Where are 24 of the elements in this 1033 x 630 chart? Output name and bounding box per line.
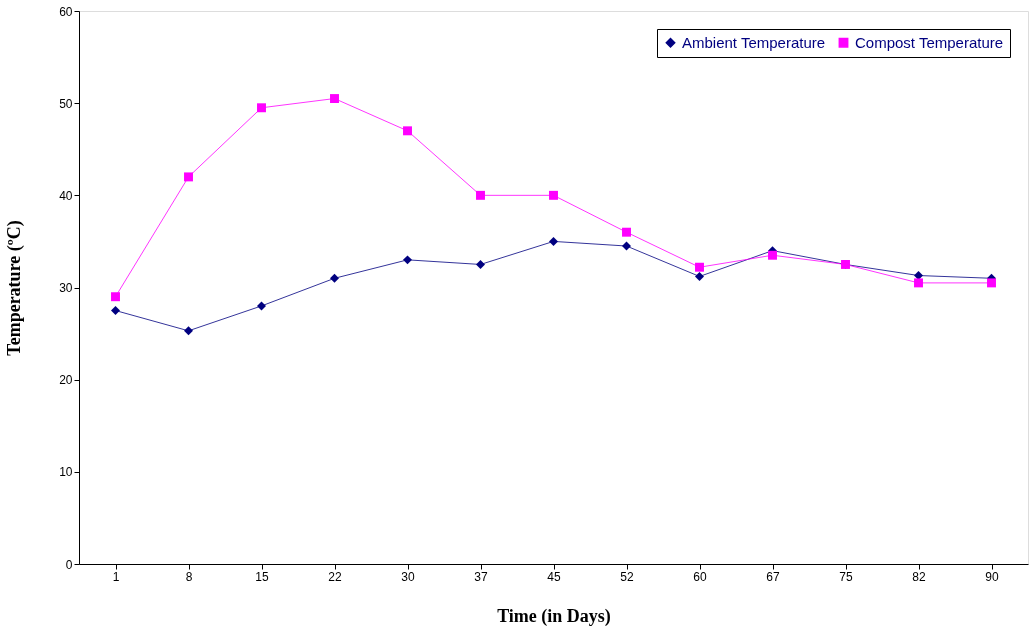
y-tick-label: 0 <box>65 557 73 572</box>
legend-label: Ambient Temperature <box>682 33 826 51</box>
y-tick-label: 50 <box>59 96 73 111</box>
x-tick-label: 52 <box>620 569 634 584</box>
y-tick-label: 30 <box>59 281 73 295</box>
x-tick-label: 67 <box>766 569 780 584</box>
y-tick-label: 60 <box>59 4 73 19</box>
x-tick-label: 15 <box>255 569 269 584</box>
x-axis-title: Time (in Days) <box>497 605 611 627</box>
x-tick-label: 30 <box>401 569 415 584</box>
y-tick-label: 40 <box>59 188 73 203</box>
y-axis-title: Temperature (ºC) <box>4 220 26 356</box>
legend-label: Compost Temperature <box>855 33 1004 51</box>
x-tick-label: 22 <box>328 569 342 584</box>
x-tick-label: 82 <box>912 569 926 584</box>
y-tick-label: 10 <box>59 465 73 480</box>
x-tick-label: 75 <box>839 569 853 584</box>
x-tick-label: 90 <box>985 569 999 584</box>
x-tick-label: 45 <box>547 569 561 584</box>
x-tick-label: 8 <box>185 569 193 584</box>
x-tick-label: 1 <box>112 569 120 584</box>
y-tick-label: 20 <box>59 373 73 388</box>
x-tick-label: 37 <box>474 569 488 584</box>
x-tick-label: 60 <box>693 569 707 584</box>
